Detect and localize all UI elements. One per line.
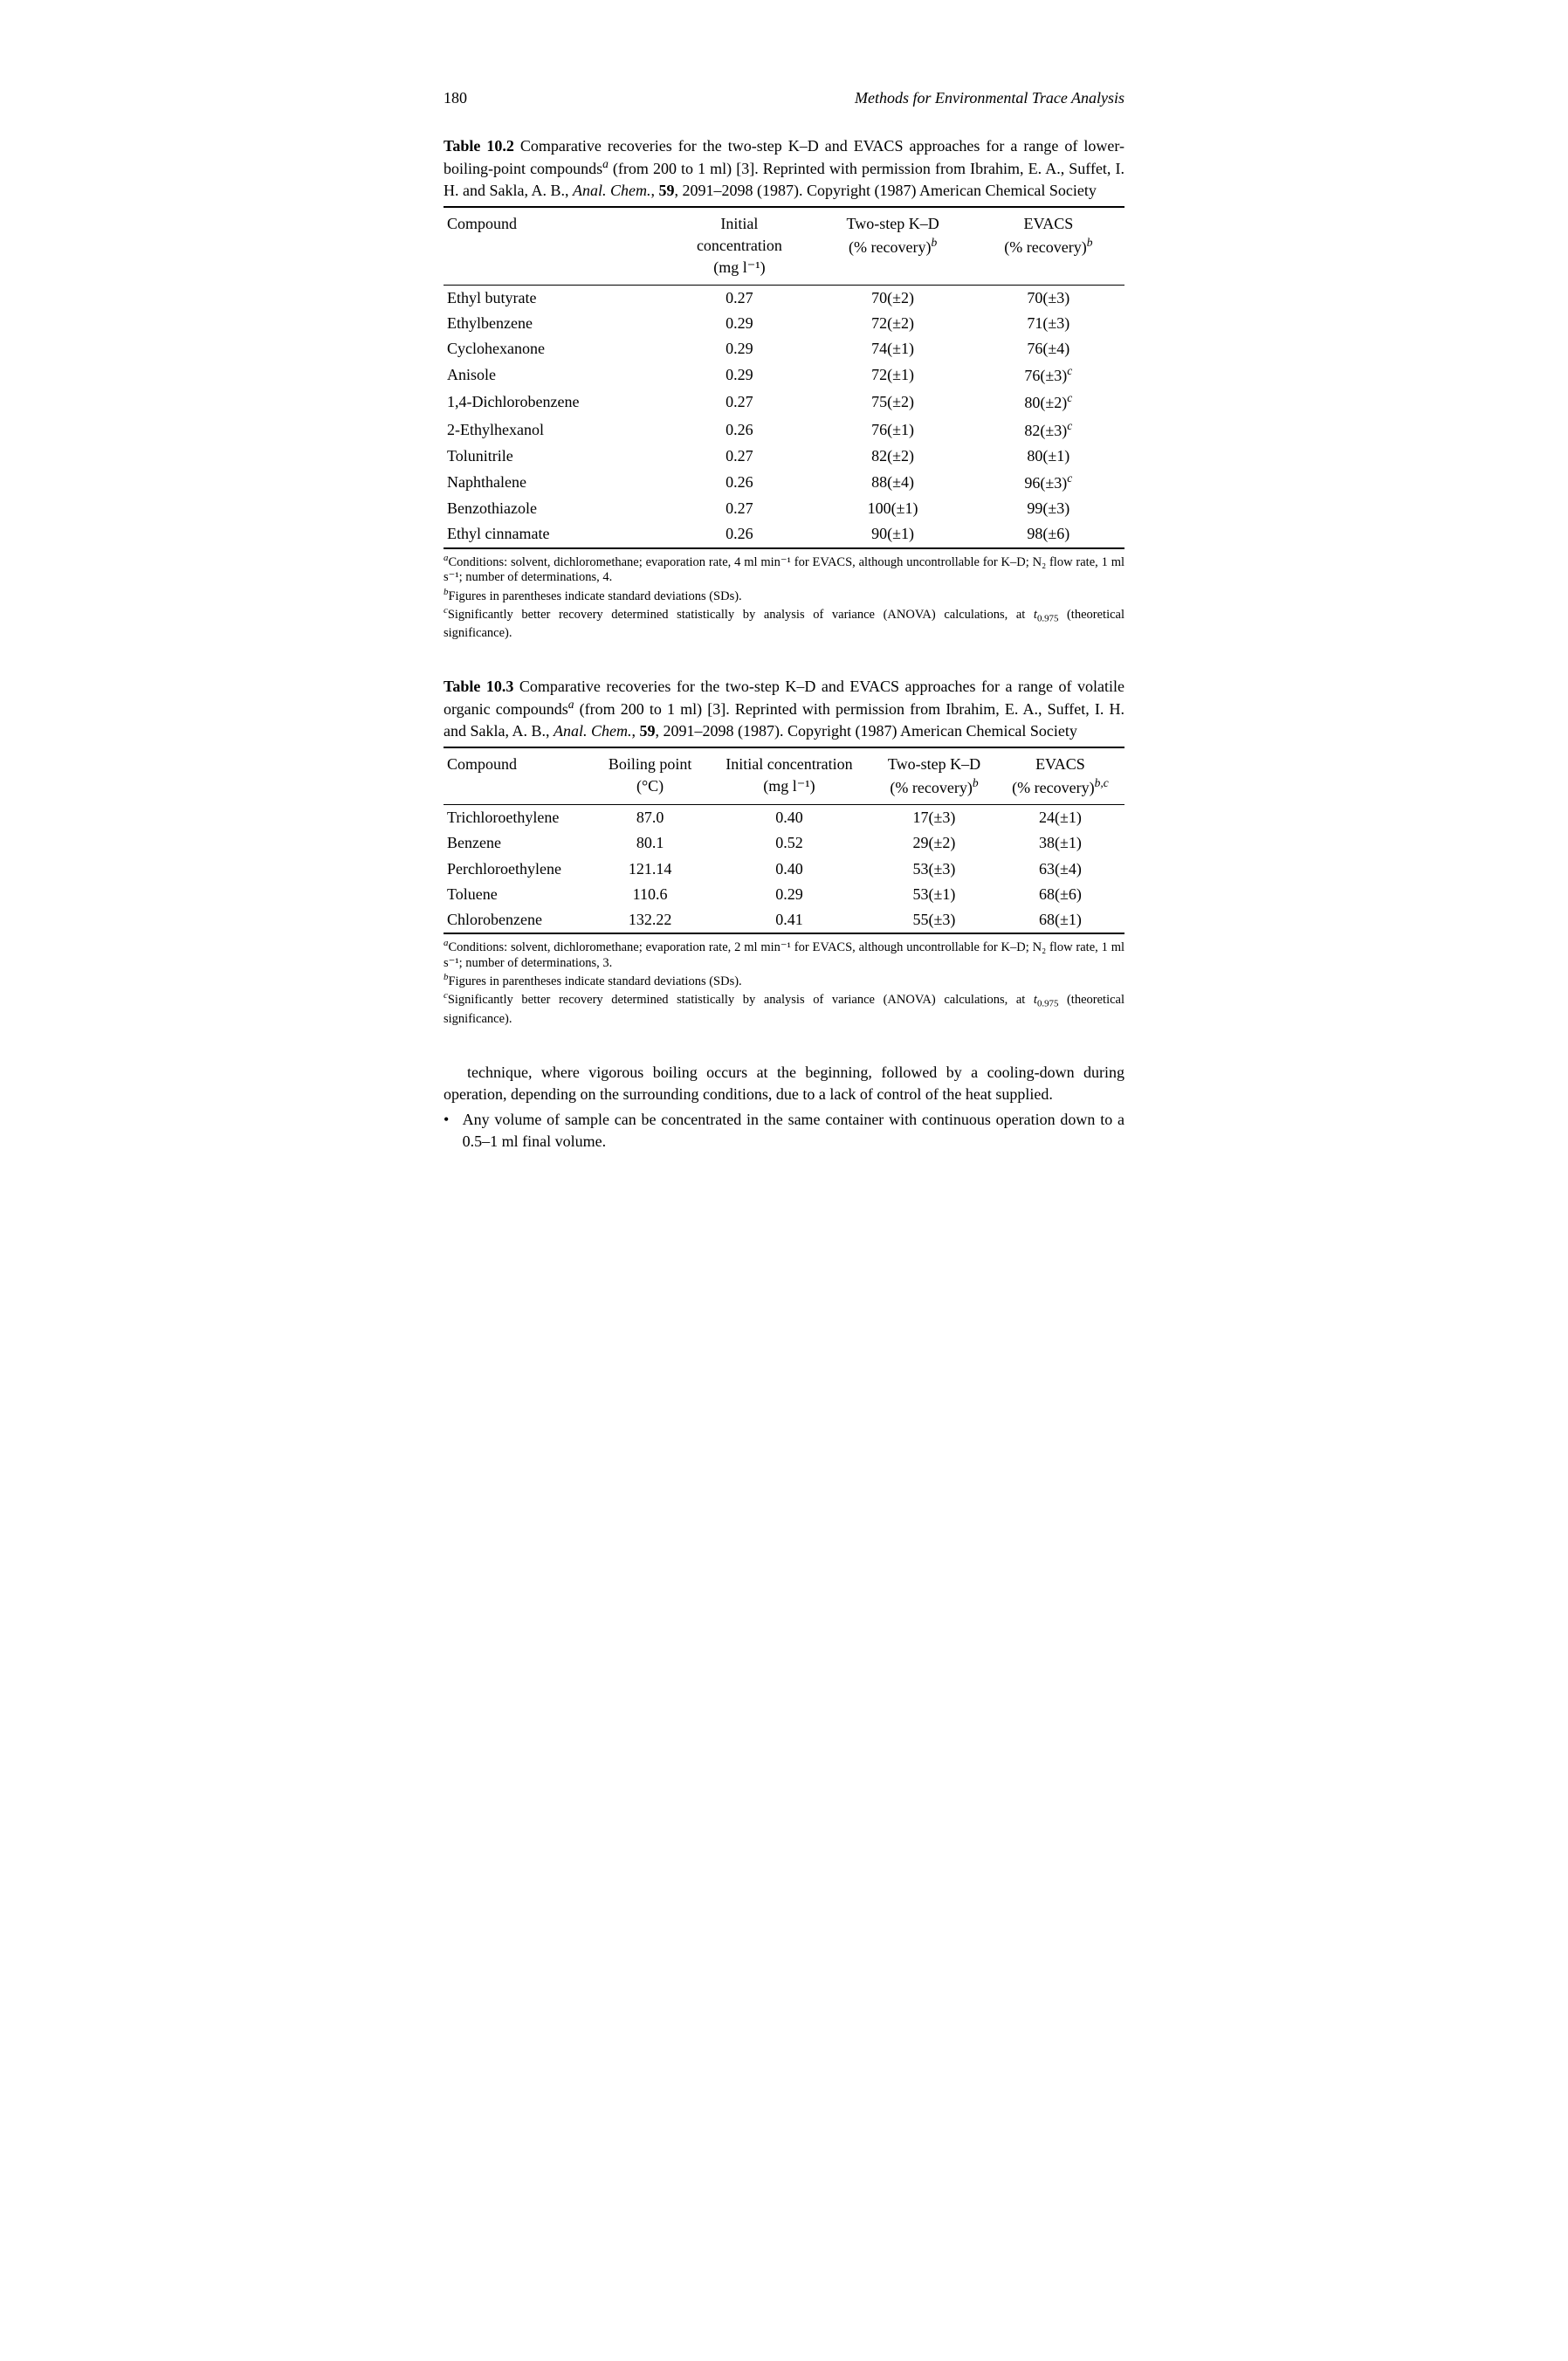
col-evacs: EVACS (% recovery)b,c bbox=[996, 747, 1124, 805]
bullet-mark: • bbox=[444, 1109, 463, 1153]
col-evacs: EVACS (% recovery)b bbox=[973, 207, 1124, 285]
table-row: 1,4-Dichlorobenzene0.2775(±2)80(±2)c bbox=[444, 389, 1124, 416]
table-row: Chlorobenzene132.220.4155(±3)68(±1) bbox=[444, 907, 1124, 933]
col-initial-conc: Initial concentration (mg l⁻¹) bbox=[665, 207, 813, 285]
running-head: Methods for Environmental Trace Analysis bbox=[855, 87, 1124, 109]
table-row: Ethylbenzene0.2972(±2)71(±3) bbox=[444, 311, 1124, 336]
table-row: Perchloroethylene121.140.4053(±3)63(±4) bbox=[444, 857, 1124, 882]
table-row: Anisole0.2972(±1)76(±3)c bbox=[444, 361, 1124, 389]
table-row: Trichloroethylene87.00.4017(±3)24(±1) bbox=[444, 805, 1124, 831]
table-10-2-footnotes: aConditions: solvent, dichloromethane; e… bbox=[444, 553, 1124, 641]
col-boiling-point: Boiling point (°C) bbox=[594, 747, 705, 805]
table-10-3: Compound Boiling point (°C) Initial conc… bbox=[444, 747, 1124, 934]
col-two-step-kd: Two-step K–D (% recovery)b bbox=[872, 747, 996, 805]
col-compound: Compound bbox=[444, 747, 594, 805]
table-10-2-caption: Table 10.2 Comparative recoveries for th… bbox=[444, 135, 1124, 201]
table-row: Tolunitrile0.2782(±2)80(±1) bbox=[444, 444, 1124, 469]
table-row: Ethyl cinnamate0.2690(±1)98(±6) bbox=[444, 521, 1124, 547]
paragraph-continuation: technique, where vigorous boiling occurs… bbox=[444, 1062, 1124, 1105]
table-10-2: Compound Initial concentration (mg l⁻¹) … bbox=[444, 206, 1124, 548]
table-row: Ethyl butyrate0.2770(±2)70(±3) bbox=[444, 285, 1124, 311]
table-row: Benzothiazole0.27100(±1)99(±3) bbox=[444, 496, 1124, 521]
table-row: Toluene110.60.2953(±1)68(±6) bbox=[444, 882, 1124, 907]
table-10-3-caption: Table 10.3 Comparative recoveries for th… bbox=[444, 676, 1124, 741]
page-number: 180 bbox=[444, 87, 467, 109]
table-10-3-footnotes: aConditions: solvent, dichloromethane; e… bbox=[444, 938, 1124, 1026]
table-row: Naphthalene0.2688(±4)96(±3)c bbox=[444, 469, 1124, 496]
bullet-text: Any volume of sample can be concentrated… bbox=[463, 1109, 1124, 1153]
table-row: Cyclohexanone0.2974(±1)76(±4) bbox=[444, 336, 1124, 361]
bullet-item: • Any volume of sample can be concentrat… bbox=[444, 1109, 1124, 1153]
body-text: technique, where vigorous boiling occurs… bbox=[444, 1062, 1124, 1153]
table-row: 2-Ethylhexanol0.2676(±1)82(±3)c bbox=[444, 416, 1124, 444]
page-header: 180 Methods for Environmental Trace Anal… bbox=[444, 87, 1124, 109]
table-label: Table 10.3 bbox=[444, 678, 513, 695]
col-initial-conc: Initial concentration (mg l⁻¹) bbox=[706, 747, 872, 805]
table-label: Table 10.2 bbox=[444, 137, 514, 155]
col-compound: Compound bbox=[444, 207, 665, 285]
table-row: Benzene80.10.5229(±2)38(±1) bbox=[444, 830, 1124, 856]
col-two-step-kd: Two-step K–D (% recovery)b bbox=[813, 207, 972, 285]
